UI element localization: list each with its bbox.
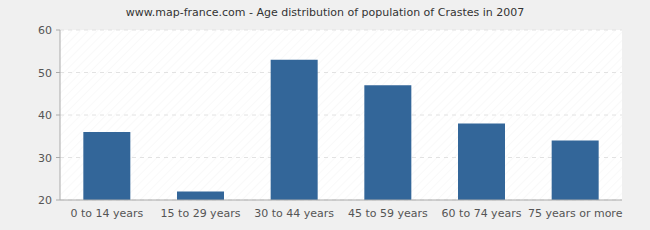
- x-tick-label: 75 years or more: [528, 207, 623, 220]
- chart-svg: www.map-france.com - Age distribution of…: [0, 0, 650, 230]
- bar: [177, 192, 224, 201]
- bars: [83, 60, 598, 200]
- x-tick-label: 45 to 59 years: [348, 207, 428, 220]
- y-tick: [56, 115, 60, 116]
- chart-container: www.map-france.com - Age distribution of…: [0, 0, 650, 230]
- background: [0, 0, 650, 230]
- plot-area: [60, 30, 622, 200]
- bar: [552, 141, 599, 201]
- plot-hatch: [60, 30, 622, 200]
- title: www.map-france.com - Age distribution of…: [126, 6, 524, 19]
- grid-line: [60, 115, 622, 116]
- y-axis: [60, 30, 61, 200]
- y-tick-label: 50: [38, 67, 52, 80]
- y-tick: [56, 157, 60, 158]
- y-tick-label: 20: [38, 194, 52, 207]
- y-tick-label: 40: [38, 109, 52, 122]
- grid-line: [60, 30, 622, 31]
- x-tick-label: 15 to 29 years: [161, 207, 241, 220]
- bar: [458, 124, 505, 201]
- grid-line: [60, 157, 622, 158]
- grid-line: [60, 72, 622, 73]
- grid-line: [60, 200, 622, 201]
- x-tick-label: 30 to 44 years: [254, 207, 334, 220]
- bar: [364, 85, 411, 200]
- y-tick: [56, 30, 60, 31]
- bar: [83, 132, 130, 200]
- bar: [271, 60, 318, 200]
- y-tick-label: 30: [38, 152, 52, 165]
- y-tick: [56, 200, 60, 201]
- y-tick-label: 60: [38, 24, 52, 37]
- y-tick: [56, 72, 60, 73]
- x-tick-label: 0 to 14 years: [70, 207, 143, 220]
- x-axis: [60, 200, 622, 201]
- x-tick-label: 60 to 74 years: [442, 207, 522, 220]
